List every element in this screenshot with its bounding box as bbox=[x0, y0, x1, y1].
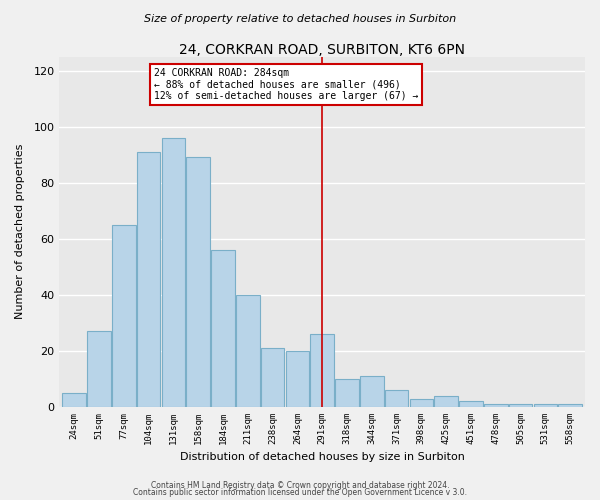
Bar bbox=[533, 404, 557, 407]
X-axis label: Distribution of detached houses by size in Surbiton: Distribution of detached houses by size … bbox=[180, 452, 464, 462]
Bar bbox=[161, 138, 185, 407]
Bar bbox=[459, 402, 483, 407]
Bar bbox=[187, 158, 210, 407]
Text: 24 CORKRAN ROAD: 284sqm
← 88% of detached houses are smaller (496)
12% of semi-d: 24 CORKRAN ROAD: 284sqm ← 88% of detache… bbox=[154, 68, 418, 101]
Bar bbox=[410, 398, 433, 407]
Bar bbox=[286, 351, 309, 407]
Text: Size of property relative to detached houses in Surbiton: Size of property relative to detached ho… bbox=[144, 14, 456, 24]
Bar bbox=[87, 332, 111, 407]
Bar bbox=[310, 334, 334, 407]
Text: Contains HM Land Registry data © Crown copyright and database right 2024.: Contains HM Land Registry data © Crown c… bbox=[151, 480, 449, 490]
Bar bbox=[559, 404, 582, 407]
Bar bbox=[509, 404, 532, 407]
Bar bbox=[385, 390, 409, 407]
Bar bbox=[211, 250, 235, 407]
Bar bbox=[62, 393, 86, 407]
Bar bbox=[335, 379, 359, 407]
Title: 24, CORKRAN ROAD, SURBITON, KT6 6PN: 24, CORKRAN ROAD, SURBITON, KT6 6PN bbox=[179, 42, 465, 56]
Y-axis label: Number of detached properties: Number of detached properties bbox=[15, 144, 25, 320]
Bar bbox=[236, 295, 260, 407]
Bar bbox=[112, 225, 136, 407]
Bar bbox=[484, 404, 508, 407]
Text: Contains public sector information licensed under the Open Government Licence v : Contains public sector information licen… bbox=[133, 488, 467, 497]
Bar bbox=[434, 396, 458, 407]
Bar bbox=[360, 376, 383, 407]
Bar bbox=[261, 348, 284, 407]
Bar bbox=[137, 152, 160, 407]
